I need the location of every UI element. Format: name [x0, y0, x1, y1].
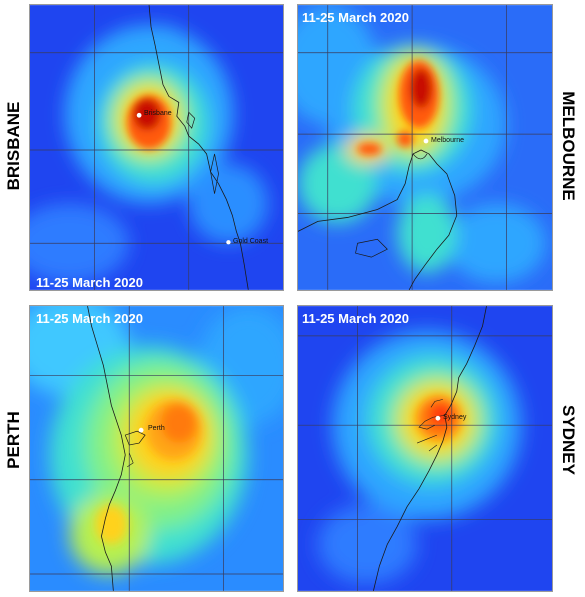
- coastline: [148, 5, 249, 290]
- city-label-sydney: Sydney: [443, 414, 467, 421]
- city-label-perth: Perth: [148, 425, 165, 432]
- city-marker-gold-coast: [226, 240, 231, 245]
- graticule: [298, 5, 552, 290]
- region-label-melbourne: MELBOURNE: [559, 91, 578, 201]
- city-label-melbourne: Melbourne: [431, 137, 465, 144]
- map-panel-melbourne: Melbourne 11-25 March 2020: [297, 4, 553, 291]
- city-marker-brisbane: [136, 112, 142, 118]
- map-panel-perth: Perth 11-25 March 2020: [29, 305, 284, 592]
- heatmap-sydney: [298, 306, 552, 591]
- coastline: [298, 149, 458, 290]
- city-marker-melbourne: [423, 138, 429, 144]
- date-label-melbourne: 11-25 March 2020: [302, 10, 409, 25]
- region-label-perth: PERTH: [4, 411, 23, 469]
- heatmap-brisbane: [30, 5, 283, 290]
- graticule: [298, 306, 552, 591]
- city-marker-perth: [138, 427, 144, 433]
- date-label-brisbane: 11-25 March 2020: [36, 275, 143, 290]
- date-label-sydney: 11-25 March 2020: [302, 311, 409, 326]
- map-panel-sydney: Sydney 11-25 March 2020: [297, 305, 553, 592]
- region-label-brisbane: BRISBANE: [4, 101, 23, 191]
- coastline: [87, 306, 126, 591]
- city-marker-sydney: [435, 415, 441, 421]
- heatmap-perth: [30, 306, 283, 591]
- coastline: [373, 306, 487, 591]
- heatmap-melbourne: [298, 5, 552, 290]
- graticule: [30, 306, 283, 591]
- date-label-perth: 11-25 March 2020: [36, 311, 143, 326]
- city-label-brisbane: Brisbane: [144, 110, 172, 117]
- city-label-gold-coast: Gold Coast: [233, 238, 269, 245]
- region-label-sydney: SYDNEY: [559, 405, 578, 475]
- map-panel-brisbane: Brisbane Gold Coast 11-25 March 2020: [29, 4, 284, 291]
